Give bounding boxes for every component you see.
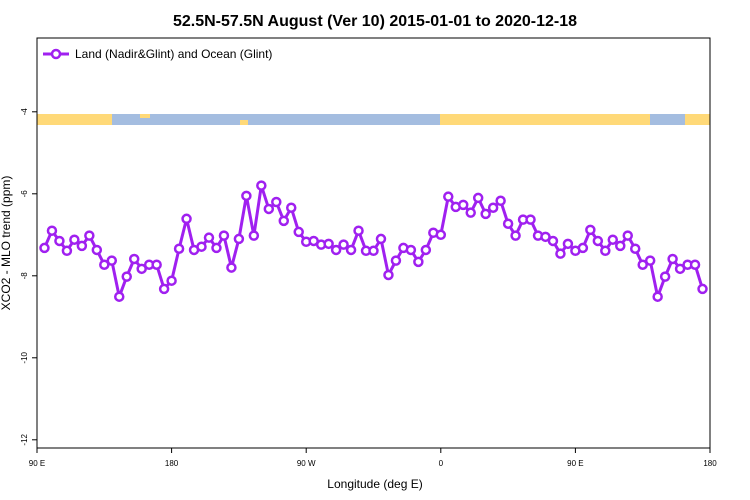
point	[136, 263, 147, 275]
point	[659, 271, 671, 282]
point	[525, 214, 536, 225]
point	[248, 230, 260, 241]
point	[233, 233, 245, 245]
point	[196, 241, 207, 252]
point	[106, 255, 118, 266]
plot-frame	[36, 37, 711, 449]
point	[697, 283, 708, 295]
point	[241, 190, 252, 202]
point	[128, 253, 140, 265]
point	[607, 234, 619, 245]
y-tick-label: -10	[20, 351, 29, 363]
point	[652, 291, 663, 302]
point	[218, 230, 230, 241]
point	[480, 208, 491, 220]
y-tick-label: -8	[20, 272, 29, 280]
point	[69, 234, 80, 245]
point	[667, 253, 678, 265]
series-line	[43, 185, 704, 303]
x-tick-label: 0	[439, 459, 444, 468]
point	[413, 256, 424, 268]
x-axis-label: Longitude (deg E)	[327, 477, 422, 491]
point	[629, 243, 641, 254]
point	[375, 233, 387, 245]
y-axis-label: XCO2 - MLO trend (ppm)	[0, 176, 13, 311]
point	[211, 242, 222, 254]
point	[39, 242, 50, 254]
point	[166, 275, 177, 286]
point	[495, 195, 506, 207]
point	[555, 248, 566, 259]
point	[383, 269, 394, 281]
point	[323, 238, 334, 250]
point	[203, 232, 215, 243]
point	[46, 225, 58, 236]
y-tick-label: -4	[20, 108, 29, 116]
point	[226, 262, 237, 273]
point	[271, 196, 282, 208]
point	[674, 263, 686, 275]
point	[263, 203, 275, 215]
point	[256, 180, 267, 191]
point	[293, 226, 304, 238]
point	[158, 283, 170, 295]
point	[173, 243, 185, 254]
point	[637, 259, 648, 270]
point	[435, 229, 447, 241]
point	[420, 244, 432, 256]
point	[61, 245, 73, 257]
land-ocean-strip	[37, 114, 710, 125]
point	[338, 239, 349, 250]
point	[353, 225, 364, 236]
point	[54, 235, 65, 247]
point	[622, 230, 633, 241]
point	[540, 231, 551, 243]
point	[465, 207, 476, 218]
legend-marker	[50, 48, 62, 60]
x-tick-label: 90 E	[567, 459, 583, 468]
point	[181, 213, 192, 225]
point	[390, 255, 402, 266]
point	[345, 244, 357, 256]
point	[592, 235, 604, 247]
point	[368, 245, 379, 257]
point	[76, 240, 88, 252]
point	[510, 230, 521, 241]
point	[151, 259, 162, 270]
point	[99, 259, 110, 270]
x-tick-label: 180	[703, 459, 717, 468]
point	[689, 259, 701, 270]
point	[114, 291, 125, 302]
point	[443, 191, 454, 202]
point	[278, 215, 290, 227]
point	[487, 202, 499, 213]
point	[577, 242, 589, 254]
point	[330, 244, 342, 256]
point	[600, 245, 611, 257]
chart-title: 52.5N-57.5N August (Ver 10) 2015-01-01 t…	[173, 13, 577, 30]
y-tick-label: -12	[20, 433, 29, 445]
x-tick-label: 90 E	[29, 459, 45, 468]
legend-label: Land (Nadir&Glint) and Ocean (Glint)	[75, 47, 272, 61]
point	[562, 238, 574, 250]
point	[644, 255, 656, 266]
y-tick-label: -6	[20, 190, 29, 198]
point	[502, 218, 514, 229]
point	[585, 224, 596, 236]
point	[405, 244, 417, 256]
point	[84, 230, 95, 241]
point	[547, 235, 559, 247]
point	[615, 240, 626, 252]
x-tick-label: 90 W	[297, 459, 316, 468]
point	[285, 202, 297, 213]
x-tick-label: 180	[165, 459, 179, 468]
point	[121, 271, 132, 282]
point	[91, 244, 103, 256]
point	[457, 199, 469, 211]
point	[472, 192, 484, 204]
